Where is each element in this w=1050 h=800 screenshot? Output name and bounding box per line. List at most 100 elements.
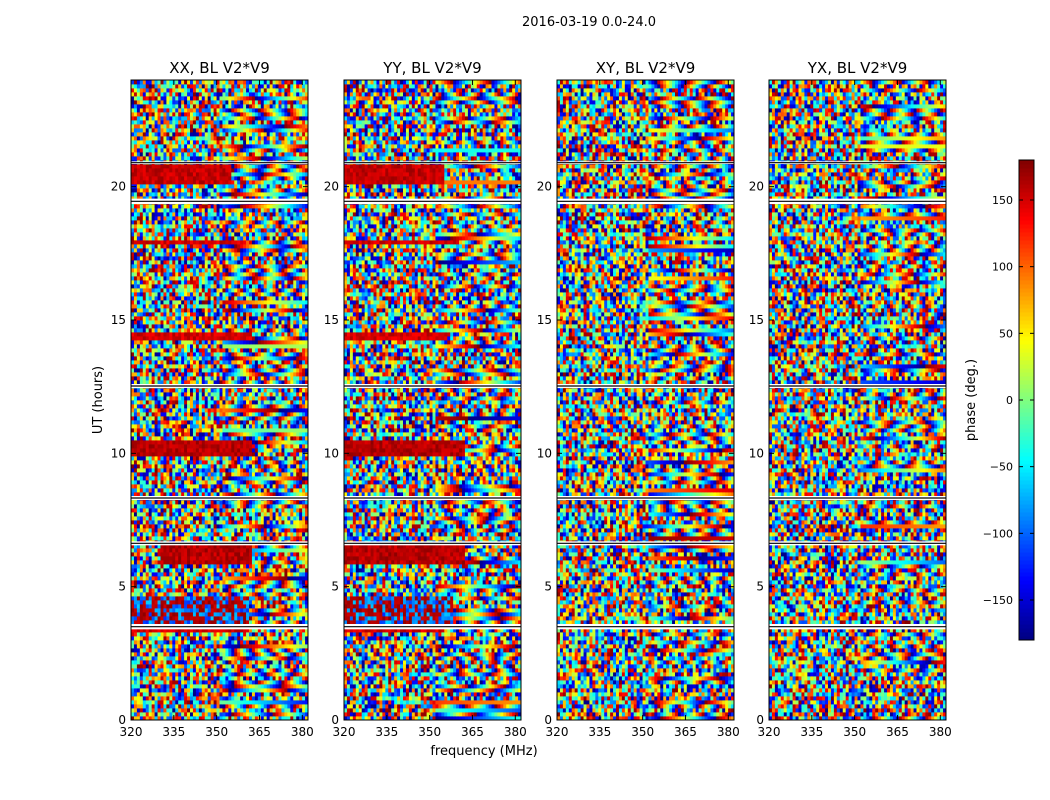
heatmap-cell bbox=[237, 700, 241, 705]
heatmap-cell bbox=[160, 452, 164, 457]
heatmap-cell bbox=[213, 464, 217, 469]
heatmap-cell bbox=[228, 672, 232, 677]
heatmap-cell bbox=[287, 692, 291, 697]
heatmap-cell bbox=[192, 528, 197, 533]
heatmap-cell bbox=[172, 700, 176, 705]
heatmap-cell bbox=[260, 568, 265, 573]
heatmap-cell bbox=[207, 688, 212, 693]
heatmap-cell bbox=[246, 484, 250, 489]
heatmap-cell bbox=[243, 596, 247, 601]
heatmap-cell bbox=[192, 404, 197, 409]
heatmap-cell bbox=[190, 472, 194, 477]
heatmap-cell bbox=[237, 692, 241, 697]
heatmap-cell bbox=[175, 400, 179, 405]
heatmap-cell bbox=[299, 612, 303, 617]
heatmap-cell bbox=[219, 412, 223, 417]
heatmap-cell bbox=[131, 440, 135, 445]
heatmap-cell bbox=[278, 428, 282, 433]
heatmap-cell bbox=[184, 392, 188, 397]
heatmap-cell bbox=[142, 652, 147, 657]
heatmap-cell bbox=[299, 444, 303, 449]
heatmap-cell bbox=[249, 680, 253, 685]
heatmap-cell bbox=[157, 712, 161, 717]
heatmap-cell bbox=[225, 616, 229, 621]
heatmap-cell bbox=[190, 416, 194, 421]
heatmap-cell bbox=[175, 476, 179, 481]
heatmap-cell bbox=[187, 516, 191, 521]
heatmap-cell bbox=[195, 552, 200, 557]
heatmap-cell bbox=[278, 536, 282, 541]
heatmap-cell bbox=[139, 412, 144, 417]
heatmap-cell bbox=[131, 564, 135, 569]
heatmap-cell bbox=[192, 672, 197, 677]
heatmap-cell bbox=[305, 672, 309, 677]
heatmap-cell bbox=[266, 548, 271, 553]
heatmap-cell bbox=[278, 424, 282, 429]
heatmap-cell bbox=[154, 596, 158, 601]
heatmap-cell bbox=[249, 404, 253, 409]
heatmap-cell bbox=[290, 688, 294, 693]
heatmap-cell bbox=[249, 560, 253, 565]
heatmap-cell bbox=[219, 448, 223, 453]
heatmap-cell bbox=[228, 416, 232, 421]
heatmap-cell bbox=[240, 420, 244, 425]
heatmap-cell bbox=[172, 672, 176, 677]
heatmap-cell bbox=[133, 708, 138, 713]
heatmap-cell bbox=[160, 504, 164, 509]
heatmap-cell bbox=[198, 532, 203, 537]
heatmap-cell bbox=[216, 672, 220, 677]
heatmap-cell bbox=[136, 636, 141, 641]
heatmap-cell bbox=[163, 628, 167, 633]
heatmap-cell bbox=[243, 500, 247, 505]
heatmap-cell bbox=[166, 468, 170, 473]
heatmap-cell bbox=[172, 544, 176, 549]
heatmap-cell bbox=[151, 592, 155, 597]
heatmap-cell bbox=[148, 656, 153, 661]
heatmap-cell bbox=[302, 576, 306, 581]
heatmap-cell bbox=[272, 572, 276, 577]
heatmap-cell bbox=[195, 708, 200, 713]
heatmap-cell bbox=[187, 404, 191, 409]
heatmap-cell bbox=[175, 544, 179, 549]
heatmap-cell bbox=[296, 588, 300, 593]
heatmap-cell bbox=[228, 396, 232, 401]
heatmap-cell bbox=[166, 568, 170, 573]
heatmap-cell bbox=[231, 484, 235, 489]
heatmap-cell bbox=[249, 436, 253, 441]
heatmap-cell bbox=[290, 640, 294, 645]
heatmap-cell bbox=[181, 512, 185, 517]
heatmap-cell bbox=[222, 604, 226, 609]
heatmap-cell bbox=[145, 400, 150, 405]
heatmap-cell bbox=[145, 560, 150, 565]
heatmap-cell bbox=[201, 616, 206, 621]
heatmap-cell bbox=[296, 596, 300, 601]
heatmap-cell bbox=[287, 416, 291, 421]
heatmap-cell bbox=[204, 536, 209, 541]
heatmap-cell bbox=[133, 688, 138, 693]
heatmap-cell bbox=[157, 620, 161, 625]
heatmap-cell bbox=[148, 564, 153, 569]
heatmap-cell bbox=[184, 448, 188, 453]
heatmap-cell bbox=[243, 628, 247, 633]
heatmap-cell bbox=[190, 616, 194, 621]
heatmap-cell bbox=[133, 560, 138, 565]
heatmap-cell bbox=[240, 572, 244, 577]
heatmap-cell bbox=[163, 432, 167, 437]
heatmap-cell bbox=[231, 440, 235, 445]
heatmap-cell bbox=[260, 600, 265, 605]
heatmap-cell bbox=[263, 668, 268, 673]
heatmap-cell bbox=[157, 552, 161, 557]
heatmap-cell bbox=[136, 632, 141, 637]
heatmap-cell bbox=[287, 636, 291, 641]
heatmap-cell bbox=[293, 468, 297, 473]
heatmap-cell bbox=[151, 696, 155, 701]
heatmap-cell bbox=[207, 560, 212, 565]
heatmap-cell bbox=[284, 700, 288, 705]
heatmap-cell bbox=[237, 656, 241, 661]
heatmap-cell bbox=[157, 512, 161, 517]
heatmap-cell bbox=[284, 604, 288, 609]
heatmap-cell bbox=[251, 592, 256, 597]
heatmap-cell bbox=[240, 468, 244, 473]
heatmap-cell bbox=[228, 408, 232, 413]
heatmap-cell bbox=[254, 416, 259, 421]
